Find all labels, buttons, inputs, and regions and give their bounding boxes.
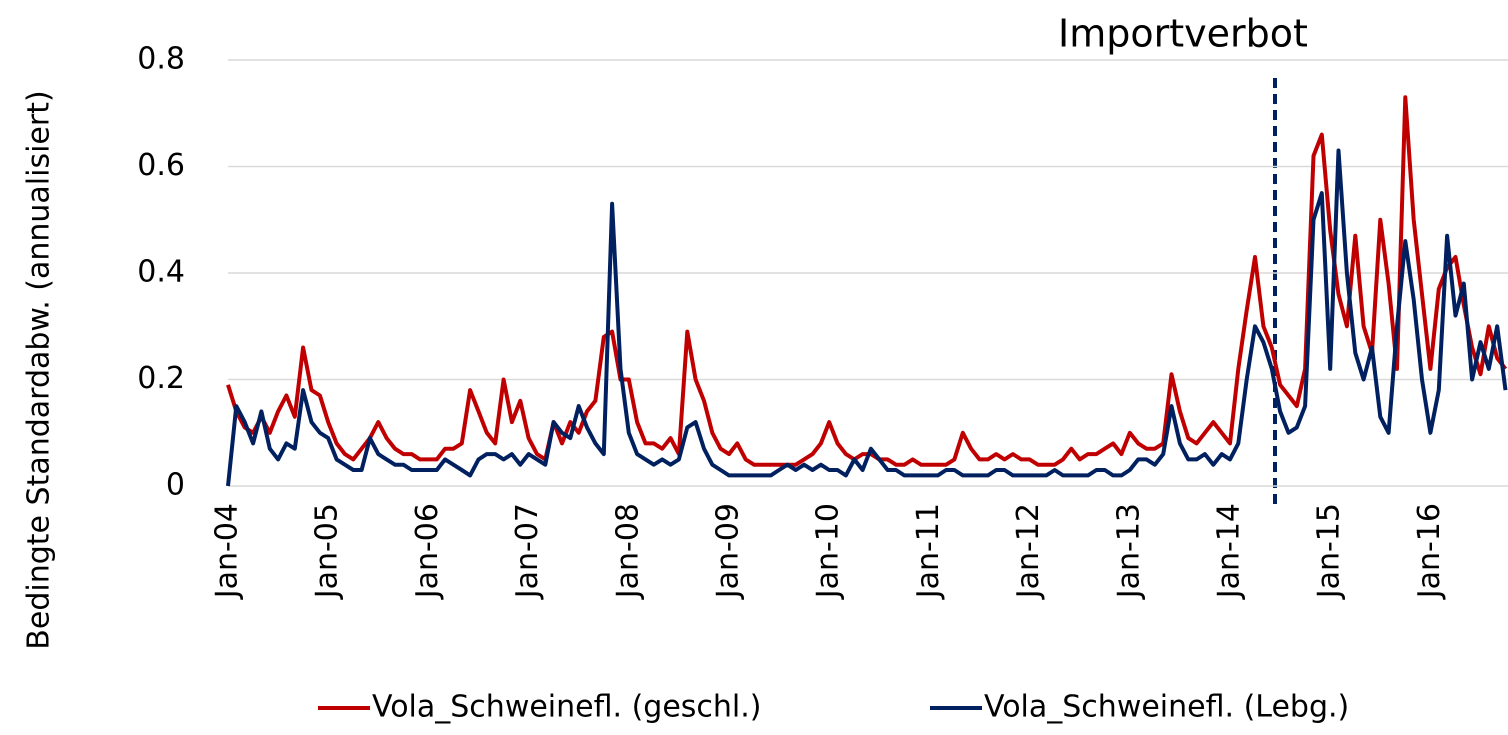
x-tick-label: Jan-13 — [1111, 503, 1146, 600]
x-tick-label: Jan-12 — [1011, 503, 1046, 600]
x-tick-label: Jan-15 — [1312, 503, 1347, 600]
x-tick-label: Jan-07 — [510, 503, 545, 600]
series-line — [226, 148, 1508, 487]
y-tick-label: 0.6 — [137, 148, 185, 183]
x-tick-label: Jan-05 — [310, 503, 345, 600]
x-tick-label: Jan-08 — [610, 503, 645, 600]
x-tick-label: Jan-14 — [1212, 503, 1247, 600]
y-axis-title: Bedingte Standardabw. (annualisiert) — [22, 90, 57, 649]
y-tick-label: 0.2 — [137, 361, 185, 396]
annotation: Importverbot — [1058, 12, 1308, 56]
x-tick-label: Jan-04 — [210, 503, 245, 600]
y-tick-label: 0 — [166, 468, 185, 503]
x-tick-label: Jan-09 — [711, 503, 746, 600]
legend-label: Vola_Schweinefl. (geschl.) — [372, 690, 762, 725]
legend-label: Vola_Schweinefl. (Lebg.) — [984, 690, 1349, 725]
x-tick-label: Jan-06 — [410, 503, 445, 600]
series-line — [226, 95, 1508, 467]
y-tick-label: 0.8 — [137, 42, 185, 77]
x-tick-label: Jan-11 — [911, 503, 946, 600]
x-tick-label: Jan-16 — [1412, 503, 1447, 600]
x-tick-label: Jan-10 — [811, 503, 846, 600]
y-tick-label: 0.4 — [137, 255, 185, 290]
